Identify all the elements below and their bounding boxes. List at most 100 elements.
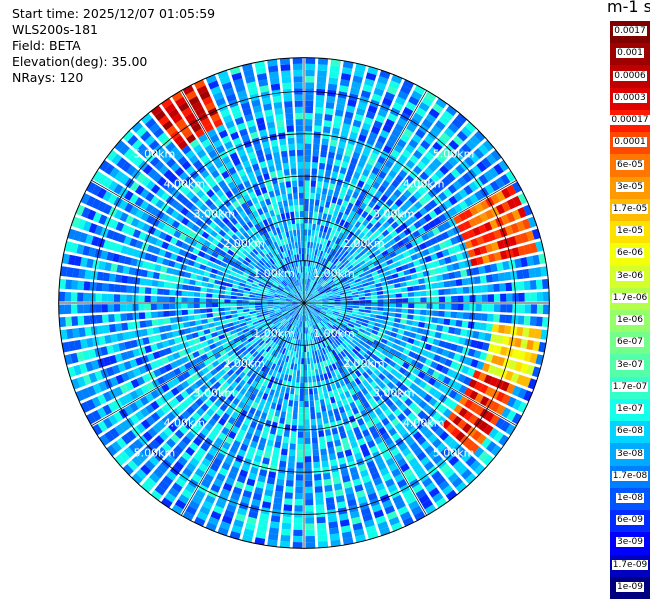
range-gate-cell: [170, 433, 181, 444]
range-gate-cell: [428, 268, 436, 276]
range-gate-cell: [351, 348, 359, 355]
range-gate-cell: [140, 447, 152, 459]
range-gate-cell: [336, 318, 344, 323]
range-gate-cell: [336, 501, 347, 509]
range-gate-cell: [364, 269, 372, 276]
range-gate-cell: [224, 307, 231, 311]
range-gate-cell: [153, 467, 164, 479]
range-gate-cell: [538, 253, 547, 265]
range-gate-cell: [334, 297, 341, 300]
range-gate-cell: [323, 259, 329, 266]
range-gate-cell: [401, 292, 409, 298]
range-gate-cell: [317, 541, 329, 548]
range-gate-cell: [296, 326, 299, 333]
range-gate-cell: [283, 94, 293, 102]
range-gate-cell: [489, 180, 500, 192]
range-gate-cell: [483, 424, 494, 436]
range-gate-cell: [272, 415, 280, 423]
range-gate-cell: [441, 176, 452, 187]
range-gate-cell: [245, 352, 252, 360]
range-gate-cell: [358, 290, 365, 295]
range-gate-cell: [428, 487, 440, 498]
range-gate-cell: [371, 329, 379, 335]
range-gate-cell: [283, 430, 290, 438]
range-gate-cell: [327, 371, 333, 379]
range-gate-cell: [282, 334, 288, 342]
range-gate-cell: [448, 455, 460, 467]
colorbar-tick-label: 6e-07: [616, 337, 644, 348]
range-gate-cell: [469, 304, 476, 311]
range-gate-cell: [542, 304, 550, 315]
range-gate-cell: [101, 314, 109, 323]
range-gate-cell: [493, 344, 502, 355]
range-gate-cell: [291, 344, 295, 351]
range-gate-cell: [277, 331, 283, 338]
range-gate-cell: [529, 316, 537, 326]
range-gate-cell: [458, 395, 469, 406]
range-gate-cell: [366, 249, 374, 256]
range-gate-cell: [485, 353, 494, 363]
range-gate-cell: [215, 408, 225, 417]
range-gate-cell: [377, 75, 389, 85]
range-gate-cell: [287, 316, 293, 322]
range-gate-cell: [349, 350, 356, 358]
range-gate-cell: [340, 350, 347, 358]
range-gate-cell: [271, 145, 280, 153]
range-gate-cell: [196, 370, 205, 379]
range-gate-cell: [433, 243, 442, 252]
range-gate-cell: [344, 314, 352, 318]
range-gate-cell: [309, 305, 316, 308]
range-gate-cell: [438, 289, 445, 296]
range-gate-cell: [412, 165, 423, 175]
range-gate-cell: [234, 406, 243, 415]
range-gate-cell: [423, 213, 433, 223]
range-gate-cell: [389, 348, 397, 355]
range-gate-cell: [335, 260, 341, 267]
range-gate-cell: [251, 498, 261, 507]
range-gate-cell: [465, 121, 477, 133]
range-gate-cell: [171, 482, 183, 493]
range-gate-cell: [328, 271, 335, 277]
range-gate-cell: [468, 181, 479, 192]
range-gate-cell: [138, 312, 146, 320]
range-gate-cell: [384, 422, 394, 432]
range-gate-cell: [320, 361, 325, 369]
range-gate-cell: [362, 319, 370, 324]
range-gate-cell: [145, 319, 153, 327]
range-gate-cell: [339, 519, 350, 527]
range-label: 5.00km: [433, 447, 475, 460]
range-gate-cell: [410, 326, 418, 333]
range-gate-cell: [208, 417, 217, 427]
range-gate-cell: [156, 419, 167, 430]
range-gate-cell: [425, 316, 433, 323]
range-gate-cell: [362, 84, 373, 93]
range-gate-cell: [415, 236, 424, 244]
range-gate-cell: [195, 398, 204, 407]
range-gate-cell: [438, 340, 446, 348]
range-gate-cell: [316, 301, 323, 303]
range-gate-cell: [362, 513, 373, 522]
range-gate-cell: [208, 322, 215, 328]
range-gate-cell: [195, 319, 202, 326]
range-gate-cell: [106, 444, 118, 457]
range-gate-cell: [339, 379, 346, 387]
range-gate-cell: [309, 286, 313, 293]
range-gate-cell: [341, 161, 349, 169]
range-label: 5.00km: [134, 147, 176, 160]
range-gate-cell: [334, 306, 341, 309]
range-gate-cell: [432, 492, 444, 503]
range-gate-cell: [281, 522, 292, 530]
range-gate-cell: [369, 186, 377, 195]
range-gate-cell: [306, 247, 310, 255]
range-gate-cell: [254, 375, 261, 383]
range-gate-cell: [357, 314, 364, 319]
range-gate-cell: [236, 475, 247, 484]
range-gate-cell: [394, 198, 404, 208]
range-gate-cell: [340, 276, 347, 282]
range-gate-cell: [258, 340, 265, 347]
range-gate-cell: [286, 412, 292, 419]
range-gate-cell: [331, 127, 340, 135]
range-gate-cell: [471, 430, 482, 441]
range-gate-cell: [347, 231, 355, 239]
range-gate-cell: [469, 402, 479, 413]
